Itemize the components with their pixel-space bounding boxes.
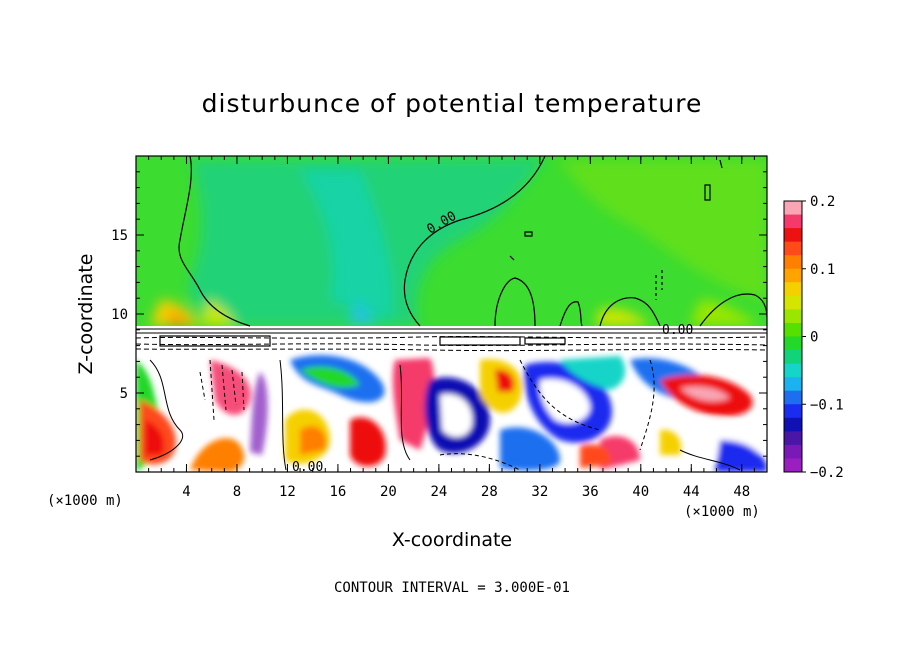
colorbar-swatch <box>784 350 802 365</box>
colorbar-swatch <box>784 228 802 243</box>
contour-label: 0.00 <box>292 460 323 475</box>
y-axis-title: Z-coordinate <box>75 254 97 375</box>
colorbar-swatch <box>784 417 802 432</box>
colorbar-tick-label: 0.1 <box>810 262 835 278</box>
colorbar-tick-label: −0.2 <box>810 465 844 481</box>
upper-contours <box>178 156 767 327</box>
colorbar-swatch <box>784 444 802 459</box>
x-tick-label: 12 <box>279 484 296 500</box>
mid-band-lines <box>136 328 767 352</box>
colorbar-swatch <box>784 241 802 256</box>
colorbar-tick-label: −0.1 <box>810 397 844 413</box>
x-unit-label-right: (×1000 m) <box>684 504 760 520</box>
y-tick-label: 15 <box>111 228 128 244</box>
x-tick-label: 36 <box>582 484 599 500</box>
x-tick-label: 28 <box>481 484 498 500</box>
x-tick-label: 16 <box>329 484 346 500</box>
contour-interval-note: CONTOUR INTERVAL = 3.000E-01 <box>334 580 570 596</box>
colorbar-swatch <box>784 458 802 473</box>
colorbar-swatch <box>784 390 802 405</box>
colorbar-swatch <box>784 255 802 270</box>
x-axis-ticks: 4 8 12 16 20 24 28 32 36 40 44 48 <box>148 156 755 500</box>
x-tick-label: 20 <box>380 484 397 500</box>
lower-field-contours <box>149 359 741 471</box>
colorbar-swatch <box>784 295 802 310</box>
colorbar-tick-label: 0 <box>810 330 818 346</box>
plot-area <box>136 156 767 472</box>
contour-label: 0.00 <box>662 323 693 338</box>
colorbar-tick-label: 0.2 <box>810 194 835 210</box>
colorbar-swatch <box>784 322 802 337</box>
x-tick-label: 40 <box>632 484 649 500</box>
x-unit-label-left: (×1000 m) <box>47 493 123 509</box>
colorbar-swatch <box>784 431 802 446</box>
x-tick-label: 8 <box>233 484 241 500</box>
colorbar-swatch <box>784 214 802 229</box>
chart-title: disturbunce of potential temperature <box>202 89 703 118</box>
y-axis-ticks: 5 10 15 <box>111 171 767 457</box>
y-tick-label: 10 <box>111 307 128 323</box>
colorbar-swatch <box>784 282 802 297</box>
colorbar: 0.2 0.1 0 −0.1 −0.2 <box>783 194 844 481</box>
x-tick-label: 32 <box>531 484 548 500</box>
colorbar-swatch <box>784 363 802 378</box>
colorbar-swatch <box>784 336 802 351</box>
colorbar-swatch <box>784 201 802 216</box>
x-tick-label: 48 <box>733 484 750 500</box>
y-tick-label: 5 <box>120 386 128 402</box>
colorbar-swatch <box>784 404 802 419</box>
upper-field-texture <box>150 158 767 326</box>
x-tick-label: 24 <box>430 484 447 500</box>
colorbar-swatch <box>784 309 802 324</box>
lower-field-blobs <box>136 355 767 472</box>
x-axis-title: X-coordinate <box>392 529 512 551</box>
colorbar-swatch <box>784 377 802 392</box>
x-tick-label: 4 <box>182 484 190 500</box>
colorbar-swatch <box>784 268 802 283</box>
x-tick-label: 44 <box>683 484 700 500</box>
